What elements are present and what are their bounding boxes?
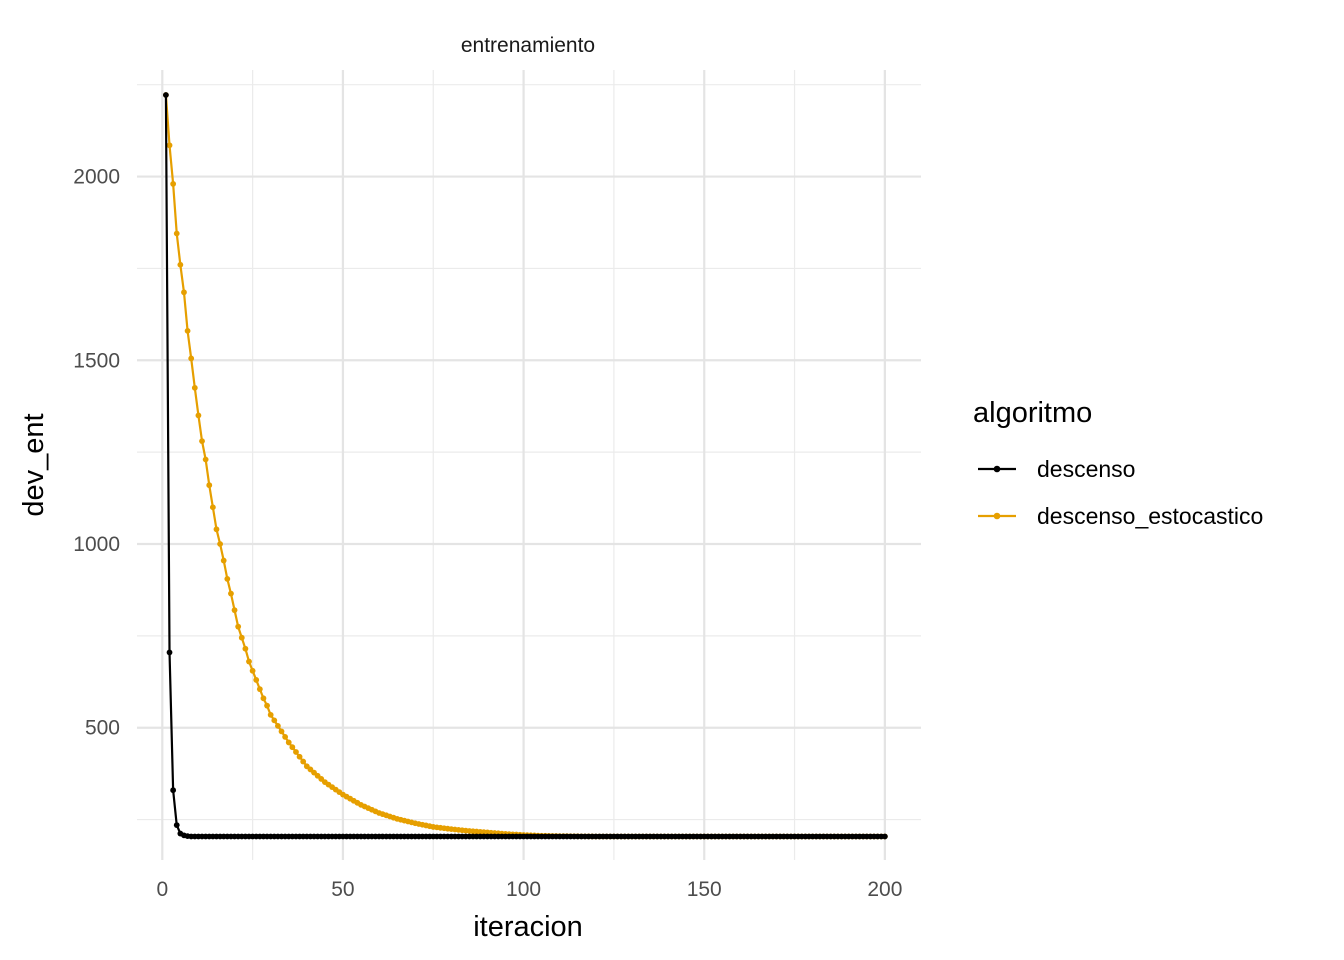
data-point-descenso_estocastico: [242, 645, 249, 652]
legend-items: descenso descenso_estocastico: [978, 456, 1263, 529]
data-point-descenso_estocastico: [235, 623, 242, 630]
data-point-descenso_estocastico: [253, 677, 260, 683]
data-point-descenso_estocastico: [264, 702, 270, 709]
legend-item-descenso_estocastico: descenso_estocastico: [978, 503, 1263, 529]
data-point-descenso_estocastico: [220, 557, 227, 564]
data-point-descenso_estocastico: [209, 504, 216, 511]
data-point-descenso: [166, 649, 173, 656]
data-point-descenso_estocastico: [282, 734, 289, 740]
data-point-descenso_estocastico: [285, 739, 292, 746]
data-point-descenso_estocastico: [199, 438, 205, 445]
y-tick-label: 2000: [73, 166, 120, 189]
series-layer: [163, 92, 888, 840]
data-point-descenso_estocastico: [177, 261, 184, 268]
x-tick-label: 50: [331, 878, 354, 901]
legend-key-point: [993, 512, 1001, 520]
series-descenso: [163, 92, 888, 840]
data-point-descenso_estocastico: [293, 749, 299, 755]
x-axis-title: iteracion: [473, 911, 583, 943]
legend-label: descenso: [1037, 456, 1135, 482]
legend-key-point: [993, 465, 1001, 473]
data-point-descenso_estocastico: [224, 576, 231, 582]
data-point-descenso_estocastico: [256, 686, 263, 693]
legend-item-descenso: descenso: [978, 456, 1135, 482]
y-tick-label: 500: [85, 717, 120, 740]
data-point-descenso_estocastico: [278, 728, 285, 735]
legend-label: descenso_estocastico: [1037, 503, 1263, 529]
data-point-descenso_estocastico: [170, 181, 177, 187]
data-point-descenso_estocastico: [246, 658, 252, 665]
data-point-descenso_estocastico: [213, 526, 220, 533]
grid-minor: [137, 70, 921, 860]
grid-major: [137, 70, 921, 860]
series-line-descenso: [164, 94, 885, 838]
data-point-descenso_estocastico: [296, 753, 303, 760]
y-axis-ticks: 500 1000 1500 2000: [73, 166, 120, 740]
y-axis-title: dev_ent: [18, 413, 50, 516]
data-point-descenso_estocastico: [217, 541, 224, 547]
data-point-descenso: [173, 822, 180, 828]
data-point-descenso_estocastico: [271, 717, 278, 724]
x-axis-ticks: 0 50 100 150 200: [156, 878, 902, 901]
data-point-descenso_estocastico: [300, 758, 307, 765]
y-tick-label: 1000: [73, 533, 120, 556]
y-tick-label: 1500: [73, 349, 120, 372]
x-tick-label: 100: [506, 878, 541, 901]
data-point-descenso_estocastico: [188, 355, 195, 362]
data-point-descenso_estocastico: [238, 634, 245, 641]
data-point-descenso: [881, 833, 888, 840]
data-point-descenso: [170, 787, 177, 794]
series-line-descenso_estocastico: [164, 94, 885, 838]
data-point-descenso_estocastico: [228, 590, 234, 597]
data-point-descenso_estocastico: [231, 607, 238, 614]
data-point-descenso_estocastico: [202, 456, 209, 463]
data-point-descenso_estocastico: [173, 230, 180, 237]
x-tick-label: 0: [156, 878, 168, 901]
data-point-descenso_estocastico: [275, 722, 281, 729]
legend-title: algoritmo: [973, 397, 1092, 429]
data-point-descenso_estocastico: [195, 412, 202, 419]
data-point-descenso_estocastico: [181, 289, 187, 296]
facet-label: entrenamiento: [461, 34, 595, 57]
data-point-descenso_estocastico: [191, 384, 198, 391]
data-point-descenso_estocastico: [184, 327, 191, 334]
data-point-descenso_estocastico: [249, 667, 256, 674]
x-tick-label: 150: [687, 878, 722, 901]
data-point-descenso_estocastico: [206, 482, 213, 489]
data-point-descenso_estocastico: [166, 142, 173, 149]
data-point-descenso_estocastico: [260, 695, 267, 702]
x-tick-label: 200: [867, 878, 902, 901]
data-point-descenso_estocastico: [267, 711, 274, 718]
legend: algoritmo descenso descenso_estocastico: [973, 397, 1263, 529]
data-point-descenso: [163, 92, 169, 98]
data-point-descenso_estocastico: [289, 744, 296, 751]
